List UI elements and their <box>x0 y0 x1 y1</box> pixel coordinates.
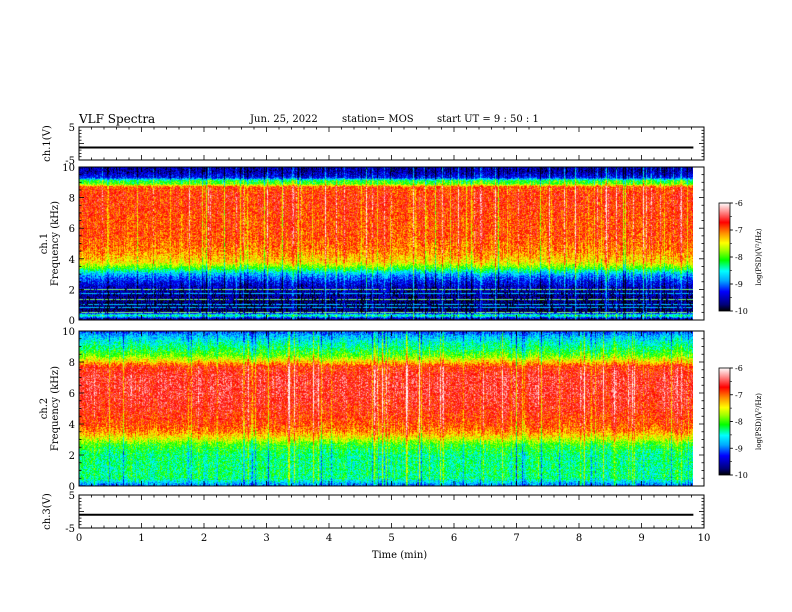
y-tick-label: 5 <box>69 123 75 134</box>
x-tick-label: 4 <box>326 533 332 544</box>
y-tick-label: 2 <box>69 285 75 296</box>
y-tick-label: 6 <box>69 389 75 400</box>
y-axis-label: ch.3(V) <box>42 493 53 530</box>
y-tick-label: 8 <box>69 194 75 205</box>
y-tick-label: -5 <box>65 524 75 535</box>
spectrogram-image-2 <box>79 331 693 486</box>
colorbar-label: log(PSD)(V²/Hz) <box>755 228 763 285</box>
date-label: Jun. 25, 2022 <box>250 114 318 125</box>
y-tick-label: 0 <box>69 316 75 327</box>
x-tick-label: 8 <box>576 533 582 544</box>
colorbar-tick-label: -8 <box>735 253 743 262</box>
y-axis-label: ch.1 <box>39 233 50 255</box>
start-time-label: start UT = 9 : 50 : 1 <box>437 114 539 125</box>
colorbar-tick-label: -9 <box>735 280 743 289</box>
colorbar-2 <box>718 367 731 476</box>
x-tick-label: 10 <box>698 533 711 544</box>
x-tick-label: 0 <box>76 533 82 544</box>
colorbar-tick-label: -9 <box>735 444 743 453</box>
spectrogram-image-1 <box>79 167 693 320</box>
x-tick-label: 1 <box>138 533 144 544</box>
colorbar-label: log(PSD)(V²/Hz) <box>755 393 763 450</box>
colorbar-tick-label: -7 <box>735 226 743 235</box>
y-axis-label-frequency: Frequency (kHz) <box>50 201 61 286</box>
x-tick-label: 9 <box>638 533 644 544</box>
y-tick-label: 4 <box>69 420 75 431</box>
x-tick-label: 7 <box>513 533 519 544</box>
y-tick-label: -5 <box>65 156 75 167</box>
station-label: station= MOS <box>342 114 414 125</box>
colorbar-tick-label: -8 <box>735 418 743 427</box>
x-tick-label: 5 <box>388 533 394 544</box>
colorbar-tick-label: -10 <box>735 307 748 316</box>
y-tick-label: 10 <box>62 327 75 338</box>
y-tick-label: 0 <box>69 482 75 493</box>
x-axis-label: Time (min) <box>372 550 427 561</box>
y-tick-label: 2 <box>69 451 75 462</box>
colorbar-tick-label: -10 <box>735 471 748 480</box>
colorbar-tick-label: -6 <box>735 199 743 208</box>
y-tick-label: 4 <box>69 255 75 266</box>
y-axis-label-frequency: Frequency (kHz) <box>50 366 61 451</box>
y-axis-label: ch.2 <box>39 398 50 420</box>
colorbar-tick-label: -7 <box>735 391 743 400</box>
colorbar-1 <box>718 202 731 312</box>
x-tick-label: 6 <box>451 533 457 544</box>
y-tick-label: 10 <box>62 163 75 174</box>
figure-title: VLF Spectra <box>79 112 156 126</box>
y-tick-label: 5 <box>69 491 75 502</box>
y-axis-label: ch.1(V) <box>42 125 53 162</box>
x-tick-label: 3 <box>263 533 269 544</box>
y-tick-label: 6 <box>69 224 75 235</box>
colorbar-tick-label: -6 <box>735 364 743 373</box>
x-tick-label: 2 <box>201 533 207 544</box>
y-tick-label: 8 <box>69 358 75 369</box>
